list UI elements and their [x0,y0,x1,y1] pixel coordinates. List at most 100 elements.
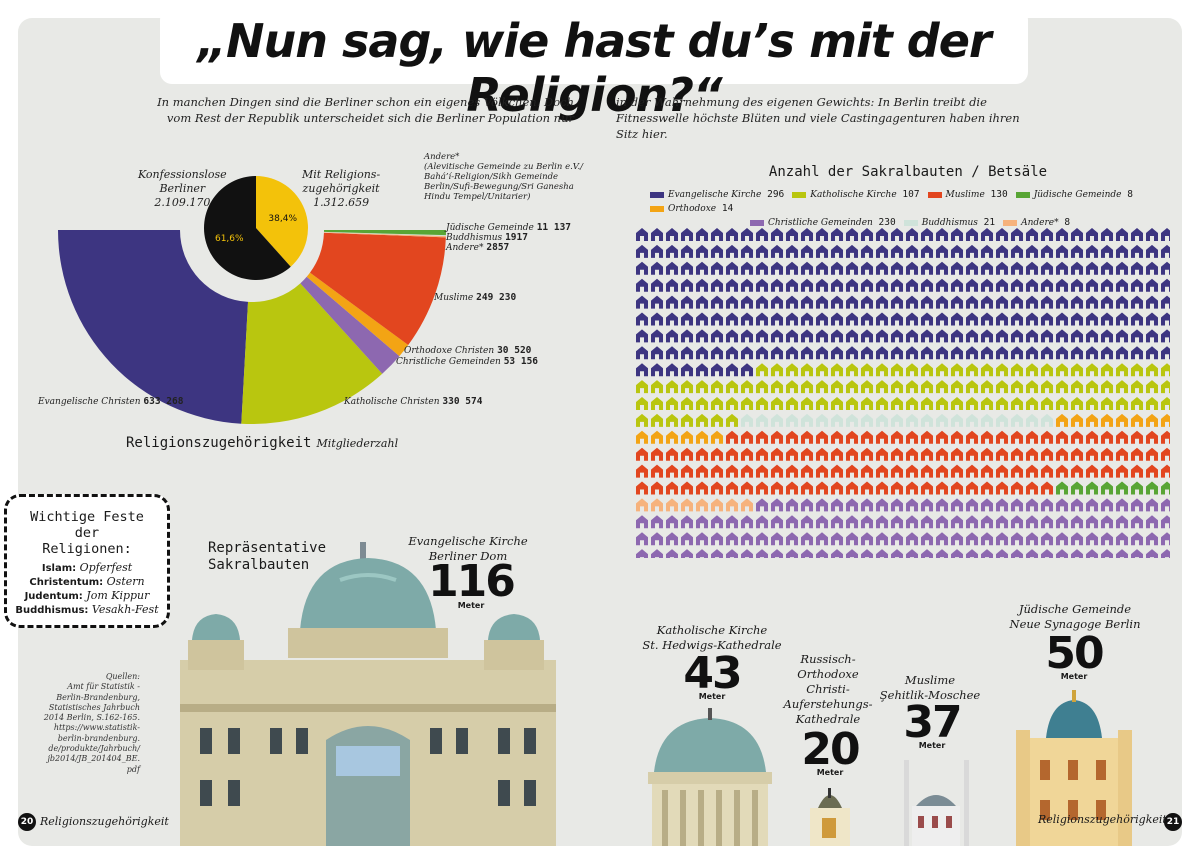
waffle-cell-0 [1026,346,1038,360]
donut-slice-2 [300,276,400,374]
waffle-cell-0 [981,346,993,360]
waffle-cell-0 [966,295,978,309]
legend-swatch [792,191,807,198]
waffle-cell-1 [696,380,708,394]
waffle-cell-0 [711,363,723,377]
waffle-cell-7 [951,515,963,529]
waffle-cell-0 [741,329,753,343]
waffle-cell-0 [1116,346,1128,360]
waffle-cell-0 [771,312,783,326]
waffle-cell-0 [696,278,708,292]
waffle-cell-0 [1041,346,1053,360]
legend-label: Buddhismus [921,218,978,228]
waffle-cell-4 [771,464,783,478]
waffle-cell-4 [831,464,843,478]
waffle-cell-0 [636,312,648,326]
waffle-cell-4 [861,464,873,478]
waffle-cell-4 [726,430,738,444]
waffle-cell-4 [846,481,858,495]
waffle-cell-0 [636,329,648,343]
waffle-cell-1 [666,413,678,427]
waffle-cell-4 [711,447,723,461]
waffle-cell-0 [981,278,993,292]
waffle-cell-0 [711,261,723,275]
label-buddhismus-value: 1917 [505,232,528,243]
waffle-cell-4 [771,430,783,444]
waffle-cell-1 [801,380,813,394]
waffle-cell-4 [1116,464,1128,478]
waffle-cell-1 [1071,397,1083,410]
waffle-cell-4 [996,481,1008,495]
waffle-cell-1 [921,397,933,410]
waffle-cell-0 [801,312,813,326]
legend-swatch [750,219,764,226]
waffle-cell-2 [771,413,783,427]
waffle-cell-0 [831,244,843,258]
waffle-cell-5 [1056,481,1068,495]
waffle-cell-0 [666,363,678,377]
waffle-cell-4 [1131,447,1143,461]
legend-label: Orthodoxe [668,204,717,214]
waffle-cell-1 [951,380,963,394]
waffle-cell-1 [1146,380,1158,394]
waffle-cell-7 [1101,515,1113,529]
waffle-cell-0 [1101,329,1113,343]
waffle-cell-4 [936,464,948,478]
legend-row-1: Christliche Gemeinden 230 Buddhismus 21 An… [650,216,1170,230]
waffle-cell-4 [951,447,963,461]
waffle-cell-4 [801,481,813,495]
waffle-cell-4 [696,481,708,495]
waffle-cell-4 [741,447,753,461]
waffle-cell-4 [996,447,1008,461]
waffle-cell-7 [636,515,648,529]
waffle-cell-7 [756,532,768,546]
building-unit-orthodox: Meter [816,768,844,777]
waffle-cell-7 [1116,532,1128,546]
waffle-cell-7 [711,549,723,558]
intro-left: In manchen Dingen sind die Berliner scho… [157,95,574,125]
building-height-hedwig: 43 [683,648,742,699]
waffle-cell-7 [846,532,858,546]
waffle-cell-0 [696,295,708,309]
label-buddhismus: Buddhismus 1917 [446,232,528,243]
waffle-cell-4 [1161,447,1170,461]
waffle-cell-0 [771,278,783,292]
building-name-orthodox: Russisch- Orthodoxe Christi- Auferstehun… [783,652,873,726]
waffle-chart [636,228,1170,558]
waffle-cell-0 [666,261,678,275]
page-number-right: 21 [1164,813,1182,831]
waffle-cell-1 [1161,380,1170,394]
waffle-cell-4 [771,481,783,495]
waffle-cell-4 [831,481,843,495]
waffle-cell-7 [876,549,888,558]
waffle-cell-0 [1146,346,1158,360]
waffle-cell-0 [711,312,723,326]
waffle-cell-7 [801,498,813,512]
waffle-cell-0 [831,228,843,241]
legend-value: 296 [761,189,785,200]
waffle-cell-0 [1056,228,1068,241]
waffle-cell-0 [816,346,828,360]
waffle-cell-0 [801,244,813,258]
donut-slice-0 [58,230,249,424]
waffle-cell-0 [951,261,963,275]
waffle-cell-0 [1131,346,1143,360]
waffle-cell-4 [756,430,768,444]
legend-swatch [650,191,664,198]
waffle-cell-2 [1011,413,1023,427]
waffle-cell-0 [876,228,888,241]
label-christliche-value: 53 156 [503,356,539,367]
konfessionslos-name: Konfessionslose Berliner [138,168,227,195]
waffle-cell-4 [786,447,798,461]
waffle-cell-0 [1011,312,1023,326]
waffle-cell-4 [1071,430,1083,444]
waffle-cell-4 [876,464,888,478]
waffle-cell-0 [726,346,738,360]
waffle-cell-7 [696,532,708,546]
waffle-cell-0 [1116,278,1128,292]
waffle-cell-4 [951,430,963,444]
hedwig-illustration [648,708,772,846]
waffle-cell-1 [861,397,873,410]
label-evangelisch-name: Evangelische Christen [38,397,141,407]
waffle-cell-0 [921,346,933,360]
